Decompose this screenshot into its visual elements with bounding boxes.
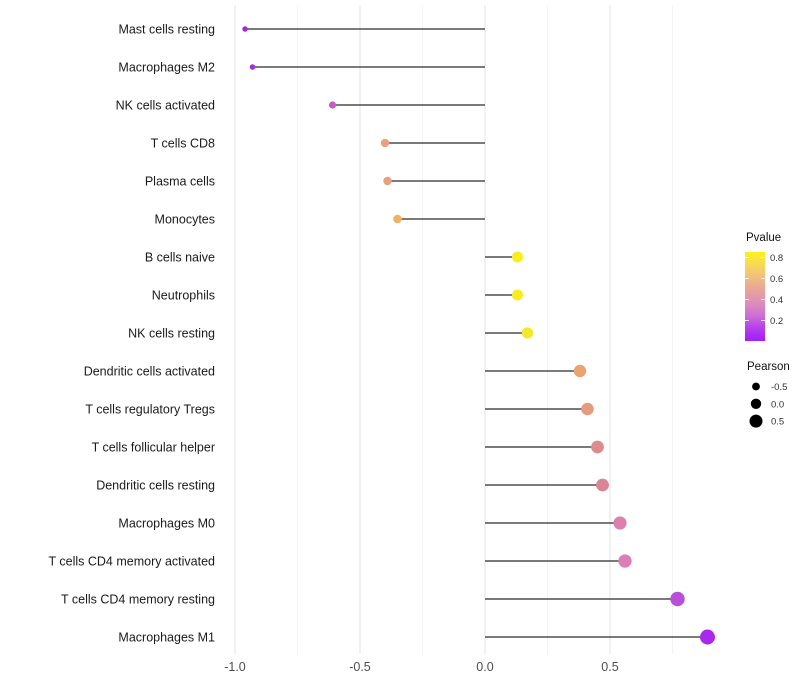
y-axis-label: Monocytes <box>155 213 215 227</box>
y-axis-label: T cells CD4 memory resting <box>61 593 215 607</box>
pvalue-colorbar <box>745 252 765 341</box>
pearson-size-label: 0.0 <box>771 399 784 410</box>
data-point <box>591 440 604 454</box>
y-axis-label: T cells CD8 <box>151 137 215 151</box>
pvalue-tick-label: 0.2 <box>770 316 783 327</box>
y-axis-label: Mast cells resting <box>118 23 215 37</box>
data-point <box>393 214 402 224</box>
data-point <box>511 251 524 263</box>
lollipop-points <box>242 26 716 645</box>
pearson-size-label: 0.5 <box>771 417 784 428</box>
pearson-size-dot <box>749 414 763 428</box>
x-axis-tick-labels: -1.0 -0.5 0.0 0.5 <box>224 660 619 674</box>
pvalue-legend-title: Pvalue <box>746 232 781 244</box>
data-point <box>242 26 248 32</box>
pearson-size-dot <box>752 382 760 391</box>
pvalue-tick-label: 0.6 <box>770 274 783 285</box>
pvalue-tick-label: 0.8 <box>770 253 783 264</box>
pearson-legend-title: Pearson <box>747 361 790 373</box>
y-axis-label: T cells CD4 memory activated <box>49 555 216 569</box>
pearson-size-legend: -0.5 0.0 0.5 <box>749 382 787 428</box>
pvalue-colorbar-ticks: 0.8 0.6 0.4 0.2 <box>745 253 783 327</box>
y-axis-label: NK cells activated <box>116 99 215 113</box>
x-axis-tick-label: -0.5 <box>349 660 371 674</box>
data-point <box>249 64 256 70</box>
y-axis-label: Plasma cells <box>145 175 215 189</box>
data-point <box>383 176 392 186</box>
y-axis-label: Dendritic cells activated <box>84 365 215 379</box>
data-point <box>511 289 524 301</box>
pearson-size-label: -0.5 <box>771 382 787 393</box>
lollipop-stems <box>245 28 708 638</box>
y-axis-label: Macrophages M2 <box>118 61 215 75</box>
x-axis-tick-label: -1.0 <box>224 660 246 674</box>
y-axis-label: Macrophages M1 <box>118 631 215 645</box>
y-axis-label: NK cells resting <box>128 327 215 341</box>
data-point <box>573 364 587 378</box>
y-axis-label: T cells regulatory Tregs <box>85 403 215 417</box>
pvalue-tick-label: 0.4 <box>770 295 783 306</box>
y-axis-labels: Mast cells resting Macrophages M2 NK cells… <box>49 23 216 645</box>
y-axis-label: T cells follicular helper <box>92 441 215 455</box>
y-axis-label: Neutrophils <box>152 289 215 303</box>
y-axis-label: Macrophages M0 <box>118 517 215 531</box>
legend: Pvalue 0.8 0.6 0.4 0.2 Pearson -0.5 0.0 0.5 <box>745 232 790 428</box>
data-point <box>613 516 627 530</box>
data-point <box>380 138 390 148</box>
pearson-size-dot <box>750 398 762 409</box>
gridlines <box>234 5 673 654</box>
data-point <box>670 591 685 607</box>
x-axis-tick-label: 0.0 <box>476 660 493 674</box>
data-point <box>581 402 594 416</box>
y-axis-label: B cells naive <box>145 251 215 265</box>
data-point <box>699 629 716 645</box>
data-point <box>521 327 534 339</box>
data-point <box>618 554 632 568</box>
x-axis-tick-label: 0.5 <box>601 660 618 674</box>
y-axis-label: Dendritic cells resting <box>96 479 215 493</box>
data-point <box>596 478 609 492</box>
data-point <box>328 101 337 109</box>
